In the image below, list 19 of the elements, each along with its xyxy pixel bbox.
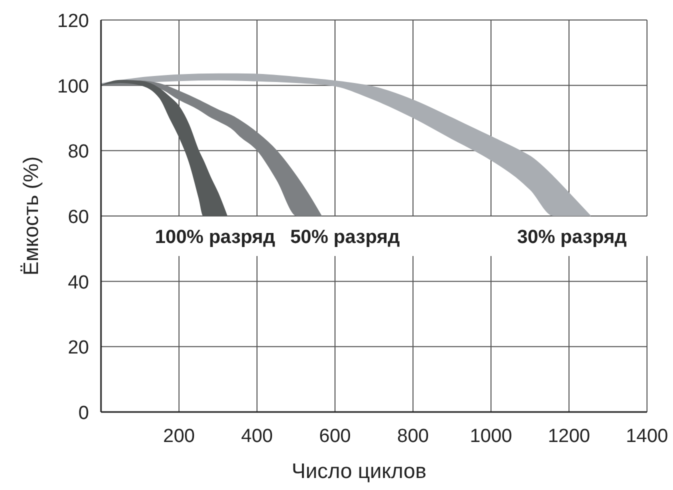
x-tick-label: 800	[397, 426, 429, 447]
series-label: 50% разряд	[290, 227, 400, 248]
x-tick-label: 1200	[548, 426, 590, 447]
x-tick-label: 1400	[626, 426, 668, 447]
x-tick-label: 400	[241, 426, 273, 447]
series-label: 30% разряд	[517, 227, 627, 248]
y-tick-label: 120	[57, 11, 89, 32]
y-tick-label: 20	[68, 338, 89, 359]
x-tick-label: 600	[319, 426, 351, 447]
y-tick-label: 40	[68, 272, 89, 294]
y-tick-label: 80	[68, 142, 89, 163]
y-tick-label: 60	[68, 207, 89, 228]
x-tick-label: 1000	[470, 426, 512, 447]
x-axis-title: Число циклов	[292, 460, 426, 483]
y-axis-title: Ёмкость (%)	[20, 156, 43, 276]
y-tick-label: 100	[57, 76, 89, 98]
x-tick-label: 200	[163, 426, 195, 447]
y-tick-label: 0	[78, 403, 89, 424]
series-label: 100% разряд	[154, 227, 276, 248]
